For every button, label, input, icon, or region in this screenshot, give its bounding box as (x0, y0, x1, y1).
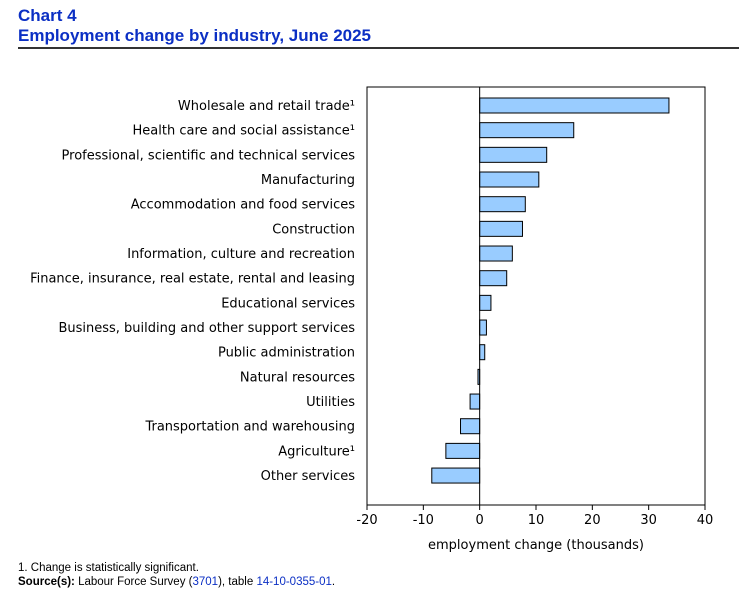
category-label: Manufacturing (261, 173, 355, 188)
x-tick-label: 40 (697, 513, 714, 528)
bars-group (431, 97, 670, 484)
x-tick-label: 0 (476, 513, 484, 528)
x-tick-label: 30 (640, 513, 657, 528)
chart-number: Chart 4 (18, 6, 77, 25)
category-label: Business, building and other support ser… (58, 321, 355, 336)
bar (479, 270, 508, 287)
category-label: Health care and social assistance¹ (133, 124, 355, 139)
bar (479, 319, 487, 336)
x-tick-label: -20 (356, 513, 377, 528)
category-label: Natural resources (240, 370, 355, 385)
table-number-link[interactable]: 14-10-0355-01 (256, 576, 332, 588)
bar (479, 146, 548, 163)
source-text-1: Labour Force Survey ( (74, 576, 193, 588)
bar (479, 344, 486, 361)
category-label: Accommodation and food services (131, 198, 355, 213)
x-tick-label: 20 (584, 513, 601, 528)
category-label: Transportation and warehousing (144, 420, 355, 435)
header-divider (18, 47, 739, 49)
x-axis-ticks: -20 -10 0 10 20 30 40 (356, 505, 713, 528)
category-label: Utilities (306, 395, 355, 410)
category-label: Finance, insurance, real estate, rental … (30, 272, 355, 287)
category-label: Public administration (218, 346, 355, 361)
bar (431, 467, 481, 484)
x-tick-label: 10 (528, 513, 545, 528)
category-label: Other services (261, 469, 356, 484)
category-label: Information, culture and recreation (127, 247, 355, 262)
footnote-1: 1. Change is statistically significant. (18, 562, 199, 574)
chart-title: Employment change by industry, June 2025 (18, 26, 372, 45)
x-axis-title: employment change (thousands) (428, 538, 644, 553)
category-label: Construction (272, 222, 355, 237)
bar (469, 393, 481, 410)
category-label: Educational services (221, 296, 355, 311)
bar (460, 418, 481, 435)
bar (445, 442, 481, 459)
category-labels: Wholesale and retail trade¹ Health care a… (30, 99, 355, 484)
bar (479, 196, 526, 213)
category-label: Professional, scientific and technical s… (62, 148, 356, 163)
bar (479, 122, 575, 139)
bar (479, 97, 670, 114)
bar (479, 294, 492, 311)
survey-number-link[interactable]: 3701 (192, 576, 219, 588)
category-label: Agriculture¹ (278, 444, 355, 459)
x-tick-label: -10 (413, 513, 434, 528)
source-text-2: ), table (218, 576, 257, 588)
chart-header: Chart 4 Employment change by industry, J… (18, 6, 738, 46)
bar (479, 171, 540, 188)
bar (479, 220, 523, 237)
source-line: Source(s): Labour Force Survey (3701), t… (18, 575, 335, 589)
footnotes: 1. Change is statistically significant. … (18, 561, 335, 589)
source-text-3: . (331, 576, 336, 588)
bar (479, 245, 513, 262)
category-label: Wholesale and retail trade¹ (178, 99, 355, 114)
source-label: Source(s): (18, 576, 75, 588)
